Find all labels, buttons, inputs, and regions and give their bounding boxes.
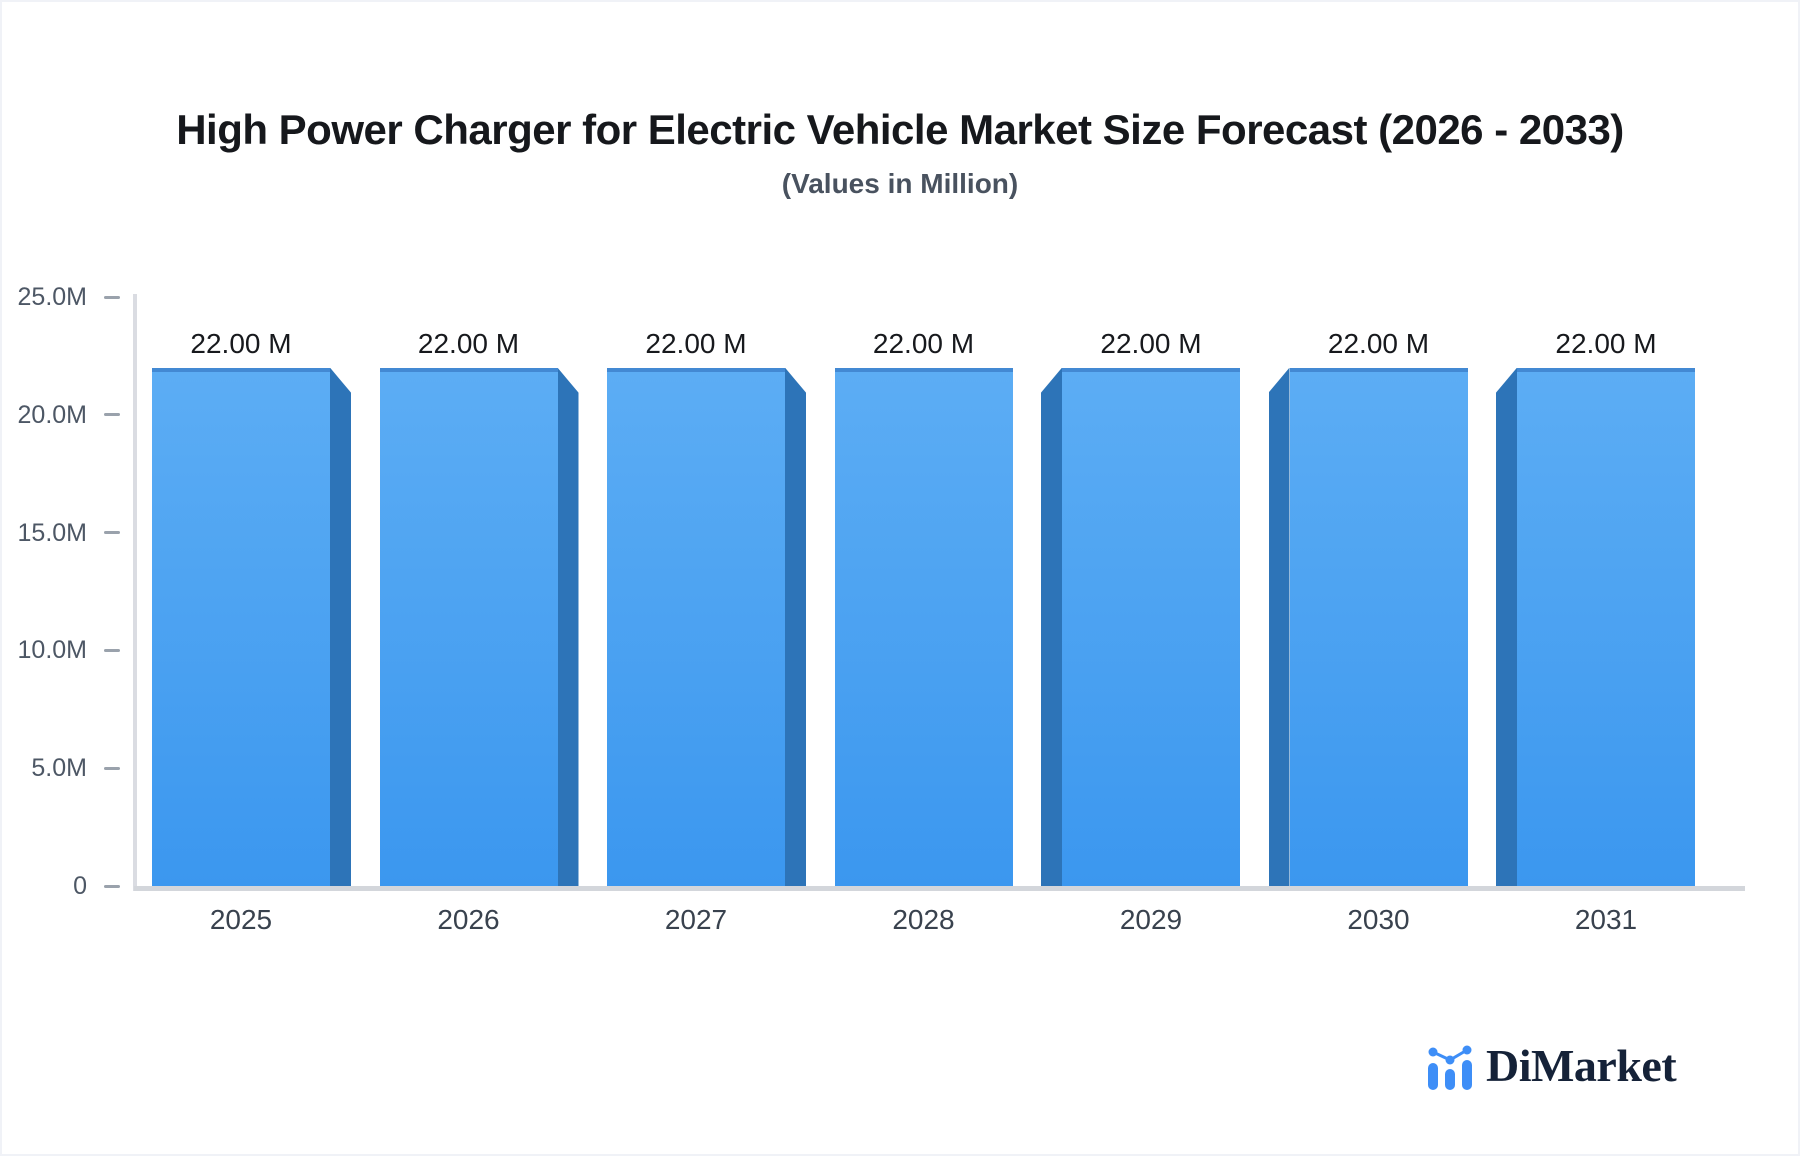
x-axis-label: 2025 xyxy=(209,904,273,935)
y-axis-tick-label: 20.0M xyxy=(17,400,87,429)
bar-3d-side xyxy=(1041,367,1062,886)
bar-3d-side xyxy=(330,367,351,886)
bar[interactable] xyxy=(1062,367,1240,886)
y-axis-line xyxy=(133,294,137,891)
bar-value-label: 22.00 M xyxy=(1555,327,1657,359)
bar[interactable] xyxy=(834,367,1013,886)
bar-value-label: 22.00 M xyxy=(645,327,747,359)
bar-value-label: 22.00 M xyxy=(1100,327,1202,359)
bar[interactable] xyxy=(607,367,785,886)
x-axis-line xyxy=(134,886,1745,891)
chart-subtitle: (Values in Million) xyxy=(781,168,1019,199)
bar-value-label: 22.00 M xyxy=(872,327,975,359)
bar-3d-side xyxy=(1268,367,1290,886)
y-axis-tick-mark xyxy=(104,413,120,417)
x-axis-label: 2026 xyxy=(437,904,500,935)
y-axis-tick-mark xyxy=(104,648,120,652)
bar-3d-side xyxy=(785,367,806,886)
bar-value-label: 22.00 M xyxy=(417,327,520,359)
y-axis-tick-label: 15.0M xyxy=(17,518,87,547)
bar[interactable] xyxy=(1289,367,1468,886)
y-axis-tick-mark xyxy=(104,295,120,299)
bar-value-label: 22.00 M xyxy=(1327,327,1430,359)
dimarket-logo-icon xyxy=(1428,1045,1472,1090)
bar[interactable] xyxy=(152,367,330,886)
x-axis-label: 2027 xyxy=(664,904,728,935)
x-axis-label: 2029 xyxy=(1119,904,1183,935)
y-axis-tick-label: 25.0M xyxy=(17,283,87,311)
dimarket-logo-text: DiMarket xyxy=(1486,1040,1677,1091)
dimarket-logo: DiMarket xyxy=(1426,1040,1677,1091)
bar-3d-side xyxy=(557,367,579,886)
bar-3d-side xyxy=(1496,367,1517,886)
y-axis-tick-label: 5.0M xyxy=(31,754,87,783)
bar-value-label: 22.00 M xyxy=(190,327,292,359)
chart-title: High Power Charger for Electric Vehicle … xyxy=(176,106,1624,153)
bar[interactable] xyxy=(379,367,558,886)
y-axis-tick-label: 0 xyxy=(73,872,87,900)
bar[interactable] xyxy=(1517,367,1695,886)
x-axis-label: 2031 xyxy=(1574,904,1638,935)
y-axis-tick-label: 10.0M xyxy=(17,636,87,665)
y-axis-tick-mark xyxy=(104,766,120,770)
y-axis-tick-mark xyxy=(104,531,120,535)
x-axis-label: 2028 xyxy=(892,904,955,935)
x-axis-label: 2030 xyxy=(1347,904,1410,935)
y-axis-tick-mark xyxy=(104,884,120,888)
